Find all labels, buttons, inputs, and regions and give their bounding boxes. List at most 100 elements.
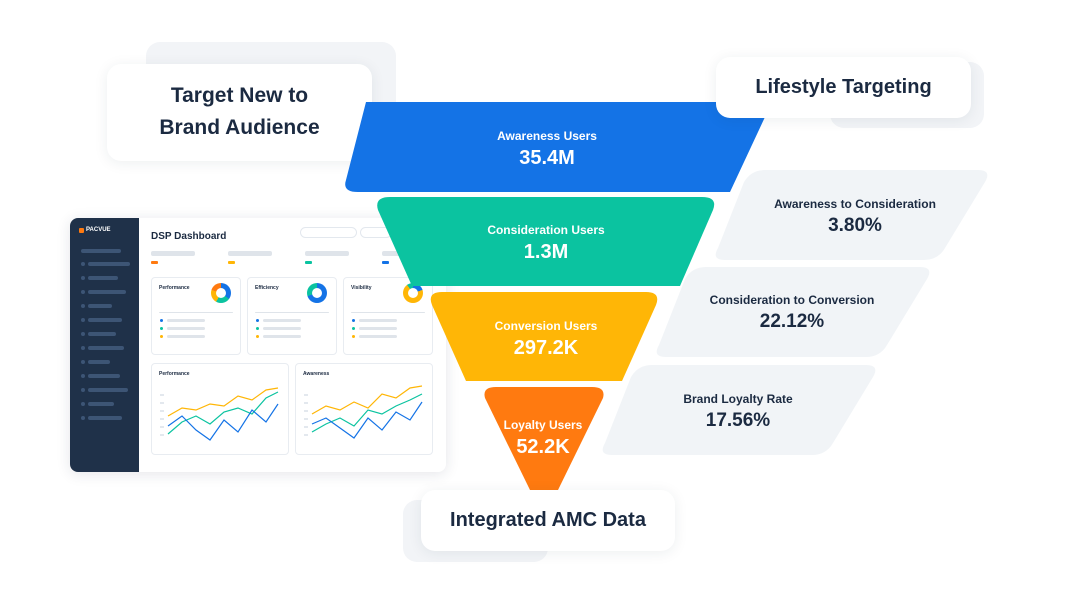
sidebar-nav-bar[interactable] — [88, 290, 126, 294]
panel-title: Performance — [159, 371, 190, 377]
visibility-panel[interactable]: Visibility — [343, 277, 433, 355]
consideration-to-conversion-card — [656, 267, 930, 357]
sidebar-nav-dot — [81, 402, 85, 406]
brand-loyalty-rate-card — [602, 365, 876, 455]
chart-y-ticks — [160, 394, 164, 436]
pacvue-brand: PACVUE — [86, 227, 111, 233]
chart-line-blue — [311, 401, 423, 439]
performance-donut-chart — [211, 283, 231, 303]
sidebar-nav-dot — [81, 360, 85, 364]
sidebar-nav-bar[interactable] — [88, 402, 114, 406]
brand-loyalty-rate-label: Brand Loyalty Rate — [683, 392, 793, 406]
consideration-users-label: Consideration Users — [487, 223, 605, 237]
sidebar-nav-bar[interactable] — [88, 374, 120, 378]
chart-line-yellow — [167, 387, 279, 417]
target-card-line2: Brand Audience — [159, 116, 320, 139]
performance-panel[interactable]: Performance — [151, 277, 241, 355]
sidebar-nav-bar[interactable] — [88, 276, 118, 280]
legend-line — [359, 327, 397, 330]
legend-dot — [256, 319, 259, 322]
legend-line — [359, 319, 397, 322]
dsp-dashboard: PACVUE DSP Dashboard — [70, 218, 446, 472]
sidebar-nav-bar[interactable] — [88, 416, 122, 420]
pacvue-logo-icon — [79, 227, 84, 233]
legend-dot — [160, 335, 163, 338]
awareness-chart-panel[interactable]: Awareness — [295, 363, 433, 455]
awareness-to-consideration-card — [715, 170, 988, 260]
chart-line-yellow — [311, 385, 423, 415]
sidebar-nav-dot — [81, 290, 85, 294]
funnel-stage-consideration — [377, 197, 715, 286]
kpi-placeholder — [305, 251, 349, 256]
panel-divider — [159, 312, 233, 313]
awareness-line-chart — [304, 385, 423, 439]
sidebar-nav-bar[interactable] — [88, 262, 130, 266]
panel-title: Awareness — [303, 371, 330, 377]
visibility-donut-chart — [403, 283, 423, 303]
sidebar-nav-bar[interactable] — [88, 304, 112, 308]
sidebar-nav-dot — [81, 262, 85, 266]
conversion-users-value: 297.2K — [513, 337, 579, 359]
kpi-accent-yellow — [228, 261, 235, 264]
sidebar-nav-dot — [81, 304, 85, 308]
legend-line — [359, 335, 397, 338]
awareness-users-value: 35.4M — [519, 147, 575, 169]
legend-line — [263, 319, 301, 322]
lifestyle-card-text: Lifestyle Targeting — [755, 76, 932, 98]
loyalty-users-value: 52.2K — [516, 436, 570, 458]
integrated-amc-data-card: Integrated AMC Data — [421, 490, 675, 551]
loyalty-users-label: Loyalty Users — [503, 418, 583, 432]
sidebar-nav-bar[interactable] — [88, 318, 122, 322]
consideration-to-conversion-value: 22.12% — [759, 311, 825, 332]
sidebar-nav-bar[interactable] — [88, 332, 116, 336]
dashboard-search-pill[interactable] — [300, 227, 357, 238]
sidebar-nav-dot — [81, 318, 85, 322]
kpi-accent-orange — [151, 261, 158, 264]
legend-dot — [256, 335, 259, 338]
awareness-users-label: Awareness Users — [497, 129, 597, 143]
sidebar-nav-bar[interactable] — [81, 249, 121, 253]
legend-dot — [352, 327, 355, 330]
integrated-card-text: Integrated AMC Data — [450, 509, 646, 531]
legend-dot — [352, 335, 355, 338]
chart-line-blue — [167, 403, 279, 441]
chart-y-ticks — [304, 394, 308, 436]
legend-line — [167, 327, 205, 330]
awareness-to-consideration-value: 3.80% — [828, 215, 882, 236]
brand-loyalty-rate-value: 17.56% — [705, 410, 771, 431]
sidebar-nav-bar[interactable] — [88, 360, 110, 364]
kpi-placeholder — [228, 251, 272, 256]
panel-title: Performance — [159, 285, 190, 291]
funnel-stage-conversion — [430, 292, 658, 381]
dashboard-sidebar: PACVUE — [70, 218, 139, 472]
legend-line — [167, 319, 205, 322]
sidebar-nav-dot — [81, 332, 85, 336]
efficiency-panel[interactable]: Efficiency — [247, 277, 337, 355]
funnel-stage-loyalty — [484, 387, 604, 490]
target-card-line1: Target New to — [170, 84, 309, 107]
consideration-users-value: 1.3M — [523, 241, 569, 263]
sidebar-nav-bar[interactable] — [88, 388, 128, 392]
kpi-placeholder — [151, 251, 195, 256]
kpi-accent-teal — [305, 261, 312, 264]
lifestyle-targeting-card: Lifestyle Targeting — [716, 57, 971, 118]
kpi-accent-blue — [382, 261, 389, 264]
panel-divider — [255, 312, 329, 313]
legend-dot — [256, 327, 259, 330]
legend-line — [167, 335, 205, 338]
funnel-stage-awareness — [345, 102, 772, 192]
legend-line — [263, 335, 301, 338]
sidebar-nav-dot — [81, 346, 85, 350]
awareness-to-consideration-label: Awareness to Consideration — [774, 197, 936, 211]
sidebar-nav-dot — [81, 388, 85, 392]
sidebar-nav-dot — [81, 276, 85, 280]
sidebar-nav-bar[interactable] — [88, 346, 124, 350]
legend-line — [263, 327, 301, 330]
pacvue-logo: PACVUE — [79, 227, 111, 233]
sidebar-nav-dot — [81, 374, 85, 378]
performance-chart-panel[interactable]: Performance — [151, 363, 289, 455]
panel-divider — [351, 312, 425, 313]
legend-dot — [160, 327, 163, 330]
